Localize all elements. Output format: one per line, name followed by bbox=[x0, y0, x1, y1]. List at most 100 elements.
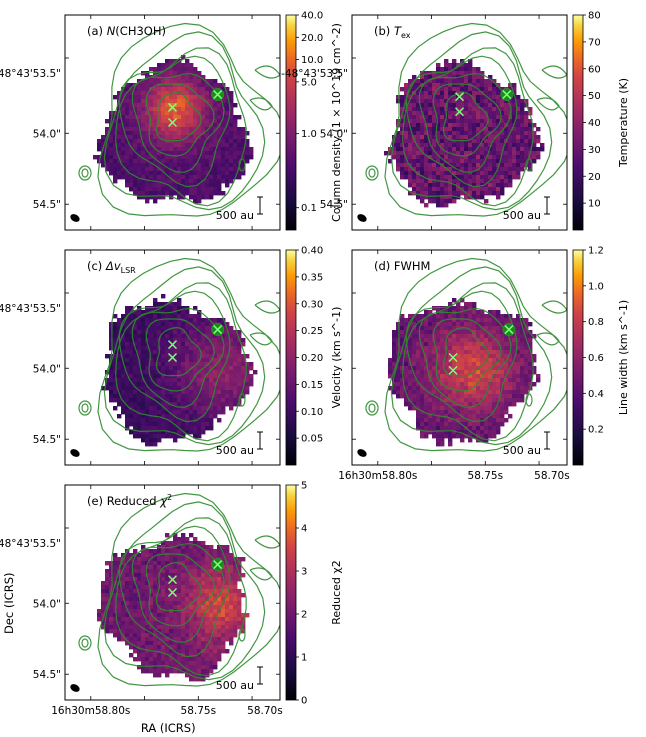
contour-line bbox=[390, 266, 553, 446]
y-tick-label: 54.0" bbox=[320, 128, 348, 140]
y-axis-label: Dec (ICRS) bbox=[2, 572, 16, 634]
colorbar-tick-label: 5.0 bbox=[301, 77, 317, 88]
x-axis-label: RA (ICRS) bbox=[141, 721, 196, 735]
y-tick-label: 54.5" bbox=[33, 669, 61, 681]
contour-line bbox=[418, 307, 512, 408]
y-tick-label: -48°43'53.5" bbox=[0, 68, 61, 80]
y-tick-label: 54.5" bbox=[320, 199, 348, 211]
contour-line bbox=[115, 282, 247, 442]
plot-frame bbox=[64, 249, 281, 466]
colorbar-tick-label: 2 bbox=[301, 610, 307, 621]
scale-bar-label: 500 au bbox=[503, 444, 541, 457]
panel-title: (d) FWHM bbox=[374, 259, 430, 273]
colorbar-tick-label: 5 bbox=[301, 481, 307, 492]
plot-frame bbox=[64, 484, 281, 701]
scale-bar-label: 500 au bbox=[216, 444, 254, 457]
colorbar-tick-label: 1.0 bbox=[301, 129, 317, 140]
contour-line bbox=[103, 501, 266, 681]
contour-line bbox=[368, 403, 376, 413]
cross-marker bbox=[167, 340, 178, 350]
beam-ellipse bbox=[70, 214, 80, 222]
panel-b: 500 au (b) Tex -48°43'53.5" 54.0" 54.5" 80 70 6… bbox=[281, 11, 630, 231]
contour-line bbox=[131, 542, 225, 643]
contour-line bbox=[238, 393, 246, 407]
x-tick-label: 16h30m58.80s bbox=[51, 705, 130, 717]
contour-line bbox=[405, 55, 518, 188]
contour-line bbox=[249, 300, 280, 346]
x-tick-label: 58.75s bbox=[468, 470, 504, 482]
colorbar-tick-label: 10.0 bbox=[301, 55, 323, 66]
colorbar-tick-label: 0.30 bbox=[301, 299, 323, 310]
cross-marker bbox=[502, 90, 512, 100]
colorbar-tick-label: 4 bbox=[301, 524, 307, 535]
contour-line bbox=[97, 492, 280, 687]
colorbar-label: Reduced χ2 bbox=[330, 560, 343, 625]
colorbar-tick-label: 0.05 bbox=[301, 434, 323, 445]
contours bbox=[365, 257, 567, 452]
y-tick-label: 54.5" bbox=[33, 434, 61, 446]
contour-line bbox=[402, 47, 534, 207]
contour-line bbox=[402, 282, 534, 442]
contour-line bbox=[115, 517, 247, 677]
colorbar bbox=[285, 249, 297, 466]
colorbar-tick-label: 30 bbox=[588, 145, 601, 156]
beam-ellipse bbox=[357, 449, 367, 457]
colorbar-tick-label: 40 bbox=[588, 118, 601, 129]
contour-line bbox=[145, 83, 215, 157]
title-rest: (CH3OH) bbox=[115, 24, 166, 38]
scale-bar bbox=[544, 431, 550, 450]
colorbar-tick-label: 1 bbox=[301, 653, 307, 664]
contour-line bbox=[442, 91, 489, 142]
contour-line bbox=[238, 158, 246, 172]
contour-line bbox=[365, 165, 379, 181]
heatmap-pixels bbox=[97, 533, 250, 682]
panel-d: 500 au (d) FWHM 16h30m58.80s 58.75s 58.70s 1.… bbox=[338, 246, 630, 483]
title-prefix: (a) bbox=[87, 24, 107, 38]
colorbar-label: Column density (1 × 10^19 cm^-2) bbox=[330, 23, 343, 222]
contour-line bbox=[432, 318, 502, 392]
title-sub: LSR bbox=[121, 266, 137, 275]
colorbar-tick-label: 70 bbox=[588, 37, 601, 48]
colorbar-label: Temperature (K) bbox=[617, 78, 630, 168]
contour-line bbox=[97, 22, 280, 217]
contour-line bbox=[432, 83, 502, 157]
y-tick-label: 54.0" bbox=[33, 598, 61, 610]
title-sub: ex bbox=[401, 31, 411, 40]
contour-line bbox=[249, 535, 280, 581]
contour-line bbox=[118, 525, 231, 658]
contour-line bbox=[78, 165, 92, 181]
cross-marker bbox=[454, 107, 465, 117]
colorbar bbox=[572, 14, 584, 231]
colorbar-tick-label: 80 bbox=[588, 11, 601, 22]
colorbar-tick-label: 0.1 bbox=[301, 203, 317, 214]
scale-bar-label: 500 au bbox=[216, 679, 254, 692]
panel-title: (b) Tex bbox=[374, 24, 411, 40]
scale-bar bbox=[257, 431, 263, 450]
plot-frame bbox=[351, 14, 568, 231]
colorbar-tick-label: 20 bbox=[588, 172, 601, 183]
cross-marker bbox=[167, 575, 178, 585]
colorbar-label: Velocity (km s^-1) bbox=[330, 307, 343, 409]
panel-e: 500 au(e) Reduced χ2-48°43'53.5"54.0"54.… bbox=[0, 481, 343, 736]
contour-line bbox=[118, 55, 231, 188]
y-tick-label: 54.0" bbox=[33, 363, 61, 375]
frame-ticks bbox=[65, 15, 280, 230]
contour-line bbox=[118, 290, 231, 423]
contour-line bbox=[249, 65, 280, 111]
frame-ticks bbox=[65, 250, 280, 465]
contour-line bbox=[384, 257, 567, 452]
x-tick-label: 58.70s bbox=[534, 470, 570, 482]
colorbar-tick-label: 0.15 bbox=[301, 380, 323, 391]
cross-marker bbox=[167, 587, 178, 598]
contour-line bbox=[536, 65, 567, 111]
cross-marker bbox=[167, 102, 178, 112]
contours bbox=[78, 492, 280, 687]
heatmap-pixels bbox=[101, 294, 258, 447]
contour-line bbox=[97, 257, 280, 452]
contour-line bbox=[155, 91, 202, 142]
colorbar-tick-label: 60 bbox=[588, 64, 601, 75]
contour-line bbox=[390, 31, 553, 211]
contours bbox=[78, 22, 280, 217]
contour-line bbox=[145, 318, 215, 392]
beam-ellipse bbox=[357, 214, 367, 222]
